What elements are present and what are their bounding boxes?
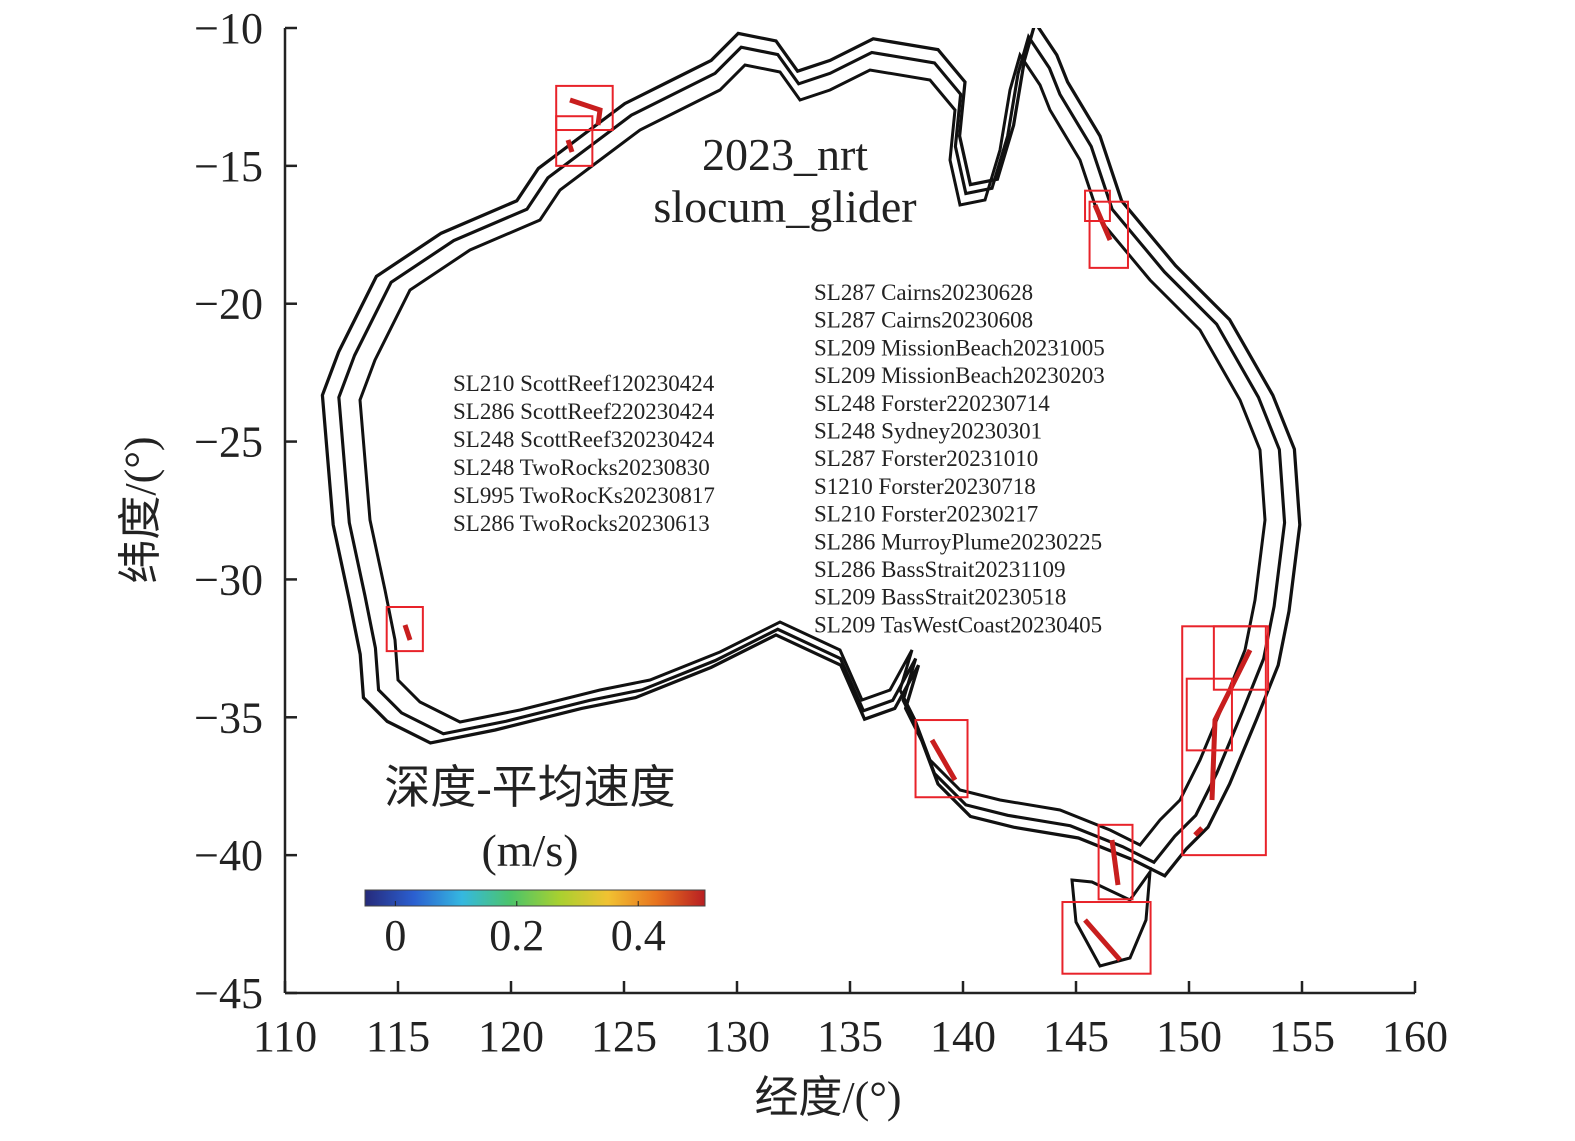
region-box: [1212, 625, 1270, 691]
deployment-label: SL248 Sydney20230301: [814, 419, 1042, 444]
y-tick-label: −30: [194, 555, 263, 604]
deployment-label: SL210 ScottReef120230424: [453, 371, 715, 396]
title-line: slocum_glider: [653, 181, 916, 232]
region-box: [1088, 200, 1129, 269]
y-tick-label: −10: [194, 4, 263, 53]
deployment-label: SL286 TwoRocks20230613: [453, 511, 710, 536]
y-tick-label: −25: [194, 418, 263, 467]
y-axis-label: 纬度/(°): [116, 436, 165, 583]
deployment-label: SL248 TwoRocks20230830: [453, 455, 710, 480]
deployment-label: SL287 Cairns20230628: [814, 280, 1033, 305]
y-tick-label: −15: [194, 142, 263, 191]
title-line: 2023_nrt: [702, 129, 868, 180]
y-tick-label: −20: [194, 280, 263, 329]
deployment-label: SL287 Cairns20230608: [814, 308, 1033, 333]
colorbar-label: (m/s): [481, 825, 578, 876]
deployment-label: SL287 Forster20231010: [814, 446, 1038, 471]
tasmania: [1070, 866, 1152, 968]
region-box: [385, 606, 424, 653]
region-box: [914, 719, 969, 799]
deployment-label: SL995 TwoRocKs20230817: [453, 483, 715, 508]
deployment-label: SL286 MurroyPlume20230225: [814, 529, 1102, 554]
deployment-label: SL210 Forster20230217: [814, 502, 1038, 527]
deployment-label: SL286 ScottReef220230424: [453, 399, 715, 424]
region-box: [1084, 189, 1111, 223]
y-tick-label: −35: [194, 693, 263, 742]
x-tick-label: 150: [1156, 1012, 1222, 1061]
region-box: [1061, 901, 1152, 975]
coastline: [358, 51, 1267, 847]
deployment-label: SL286 BassStrait20231109: [814, 557, 1066, 582]
coastline-group: [358, 51, 1267, 968]
x-axis-label: 经度/(°): [754, 1073, 901, 1122]
colorbar-tick-label: 0.2: [489, 911, 544, 960]
colorbar: [364, 889, 706, 907]
deployment-label: S1210 Forster20230718: [814, 474, 1036, 499]
deployment-label: SL209 BassStrait20230518: [814, 585, 1066, 610]
region-box: [1185, 677, 1233, 752]
x-tick-label: 135: [817, 1012, 883, 1061]
glider-tracks: [402, 97, 1253, 962]
x-tick-label: 120: [478, 1012, 544, 1061]
region-box: [555, 115, 594, 167]
region-box: [1097, 823, 1134, 901]
deployment-label: SL248 ScottReef320230424: [453, 427, 715, 452]
deployment-label: SL209 MissionBeach20231005: [814, 335, 1105, 360]
x-tick-label: 130: [704, 1012, 770, 1061]
colorbar-tick-label: 0: [384, 911, 406, 960]
map: [320, 28, 1302, 968]
x-tick-label: 155: [1269, 1012, 1335, 1061]
colorbar-tick-label: 0.4: [611, 911, 666, 960]
x-tick-label: 115: [366, 1012, 430, 1061]
deployment-label: SL248 Forster220230714: [814, 391, 1050, 416]
colorbar-label: 深度-平均速度: [384, 762, 675, 813]
region-box: [1181, 625, 1267, 857]
y-tick-label: −40: [194, 831, 263, 880]
x-tick-label: 140: [930, 1012, 996, 1061]
x-tick-label: 110: [253, 1012, 317, 1061]
x-tick-label: 145: [1043, 1012, 1109, 1061]
x-tick-label: 160: [1382, 1012, 1448, 1061]
deployment-label: SL209 TasWestCoast20230405: [814, 612, 1102, 637]
x-tick-label: 125: [591, 1012, 657, 1061]
deployment-label: SL209 MissionBeach20230203: [814, 363, 1105, 388]
y-tick-label: −45: [194, 969, 263, 1018]
region-box: [555, 84, 614, 132]
